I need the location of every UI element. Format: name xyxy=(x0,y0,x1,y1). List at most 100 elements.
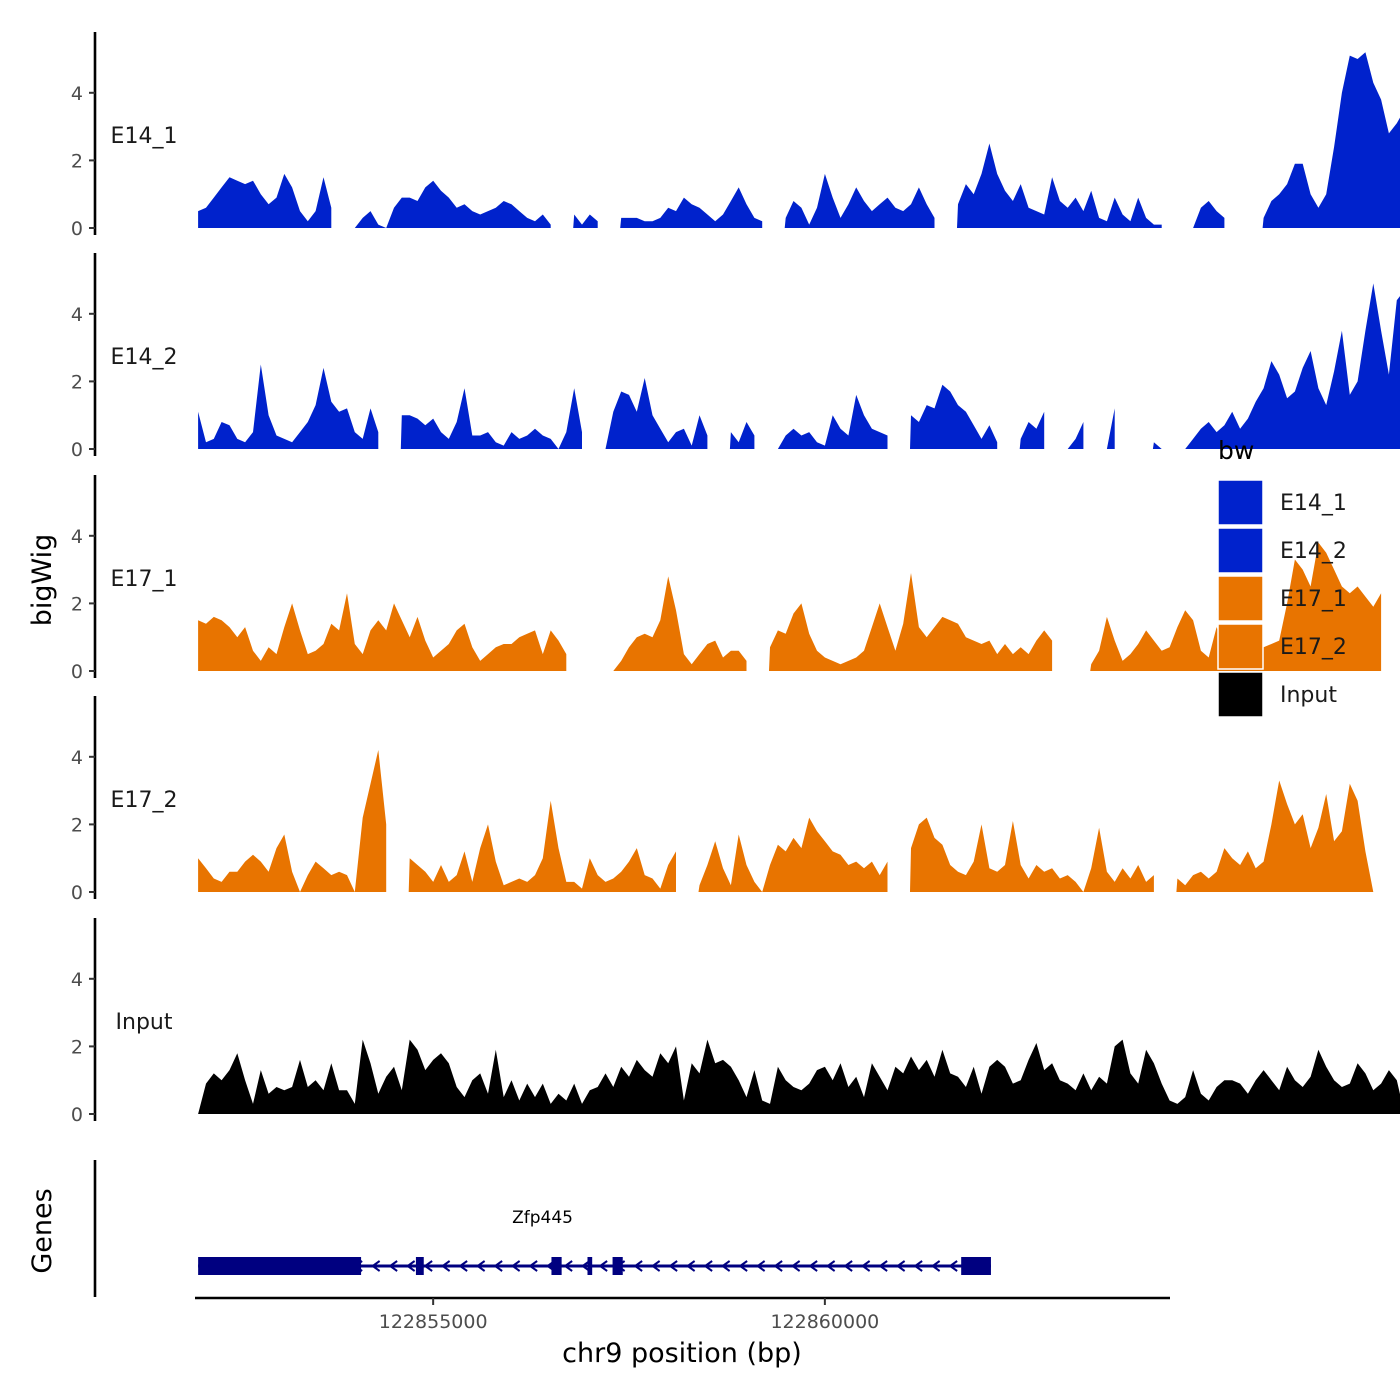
x-tick-label: 122855000 xyxy=(379,1311,488,1333)
legend: bw E14_1 E14_2 E17_1 E17_2 Input xyxy=(1217,436,1347,718)
track-E17_2: 0 2 4 E17_2 xyxy=(71,696,1374,904)
legend-label: E17_2 xyxy=(1280,635,1347,660)
gene-exon xyxy=(198,1257,362,1275)
legend-item: E14_2 xyxy=(1217,527,1347,574)
gene-track: Zfp445 xyxy=(93,1160,991,1297)
legend-label: E14_1 xyxy=(1280,491,1347,516)
y-tick-label: 2 xyxy=(71,371,83,393)
strand-arrow-icon xyxy=(563,1260,573,1272)
strand-arrow-icon xyxy=(703,1260,713,1272)
strand-arrow-icon xyxy=(580,1260,591,1272)
coverage-area xyxy=(1152,442,1162,449)
strand-arrow-icon xyxy=(808,1260,818,1272)
strand-arrow-icon xyxy=(598,1260,608,1272)
y-tick-label: 0 xyxy=(71,661,83,683)
y-tick-label: 2 xyxy=(71,1036,83,1058)
strand-arrow-icon xyxy=(685,1260,696,1272)
strand-arrow-icon xyxy=(388,1260,398,1272)
x-tick-label: 122860000 xyxy=(770,1311,879,1333)
coverage-area xyxy=(198,593,567,671)
track-E14_1: 0 2 4 E14_1 xyxy=(71,32,1400,240)
x-axis: 122855000 122860000 xyxy=(195,1296,1170,1333)
coverage-area xyxy=(604,576,747,671)
strand-arrow-icon xyxy=(930,1260,941,1272)
coverage-area xyxy=(910,384,998,449)
legend-label: E14_2 xyxy=(1280,539,1347,564)
coverage-area xyxy=(1066,422,1084,449)
strand-arrow-icon xyxy=(790,1260,801,1272)
coverage-area xyxy=(1184,201,1225,228)
strand-arrow-icon xyxy=(405,1260,416,1272)
y-tick-label: 4 xyxy=(71,526,83,548)
gene-exon xyxy=(587,1257,593,1275)
y-tick-label: 2 xyxy=(71,814,83,836)
strand-arrow-icon xyxy=(668,1260,678,1272)
track-E14_2: 0 2 4 E14_2 xyxy=(71,253,1400,461)
y-tick-label: 2 xyxy=(71,150,83,172)
legend-item: Input xyxy=(1217,671,1337,718)
track-label: E17_1 xyxy=(111,567,178,592)
strand-arrow-icon xyxy=(370,1260,381,1272)
strand-arrow-icon xyxy=(895,1260,906,1272)
strand-arrow-icon xyxy=(475,1260,486,1272)
strand-arrow-icon xyxy=(440,1260,451,1272)
legend-swatch xyxy=(1217,527,1264,574)
y-tick-label: 0 xyxy=(71,439,83,461)
coverage-area xyxy=(957,143,1162,228)
coverage-area xyxy=(1090,542,1382,671)
coverage-area xyxy=(408,800,676,892)
strand-arrow-icon xyxy=(755,1260,766,1272)
coverage-area xyxy=(1176,780,1374,892)
coverage-area xyxy=(776,394,888,449)
y-tick-label: 0 xyxy=(71,1104,83,1126)
coverage-area xyxy=(400,388,582,449)
strand-arrow-icon xyxy=(825,1260,836,1272)
strand-arrow-icon xyxy=(528,1260,538,1272)
gene-exon xyxy=(961,1257,991,1275)
coverage-area xyxy=(769,573,1053,671)
coverage-area xyxy=(620,187,763,228)
coverage-area xyxy=(198,750,387,892)
track-label: E17_2 xyxy=(111,788,178,813)
coverage-area xyxy=(1262,52,1400,228)
legend-swatch xyxy=(1217,623,1264,670)
coverage-area xyxy=(1019,411,1045,449)
coverage-area xyxy=(910,817,1154,892)
strand-arrow-icon xyxy=(650,1260,661,1272)
strand-arrow-icon xyxy=(633,1260,643,1272)
legend-item: E14_1 xyxy=(1217,479,1347,526)
strand-arrow-icon xyxy=(458,1260,468,1272)
y-tick-label: 2 xyxy=(71,593,83,615)
y-tick-label: 4 xyxy=(71,969,83,991)
coverage-area xyxy=(353,180,551,228)
strand-arrow-icon xyxy=(913,1260,923,1272)
strand-arrow-icon xyxy=(843,1260,853,1272)
strand-arrow-icon xyxy=(738,1260,748,1272)
coverage-area xyxy=(198,1039,1400,1114)
bigwig-tracks: 0 2 4 E14_1 0 2 4 E14_2 0 2 4 E17_1 0 2 4 E17_2 0 2 4 Input xyxy=(71,32,1400,1126)
legend-swatch xyxy=(1217,671,1264,718)
coverage-area xyxy=(729,422,755,449)
y-tick-label: 4 xyxy=(71,747,83,769)
y-axis-title: bigWig xyxy=(27,534,58,627)
y-tick-label: 4 xyxy=(71,83,83,105)
track-Input: 0 2 4 Input xyxy=(71,918,1400,1126)
gene-exon xyxy=(551,1257,562,1275)
coverage-area xyxy=(604,378,708,449)
strand-arrow-icon xyxy=(510,1260,521,1272)
coverage-area xyxy=(1184,283,1400,449)
strand-arrow-icon xyxy=(493,1260,503,1272)
legend-title: bw xyxy=(1218,436,1254,465)
track-label: E14_1 xyxy=(111,124,178,149)
coverage-area xyxy=(198,173,332,228)
x-axis-title: chr9 position (bp) xyxy=(562,1338,802,1369)
coverage-area xyxy=(698,817,888,892)
strand-arrow-icon xyxy=(860,1260,871,1272)
gene-exon xyxy=(415,1257,424,1275)
legend-item: E17_2 xyxy=(1217,623,1347,670)
coverage-area xyxy=(573,214,598,228)
gene-name-label: Zfp445 xyxy=(512,1208,573,1228)
y-tick-label: 4 xyxy=(71,304,83,326)
strand-arrow-icon xyxy=(423,1260,433,1272)
y-tick-label: 0 xyxy=(71,218,83,240)
